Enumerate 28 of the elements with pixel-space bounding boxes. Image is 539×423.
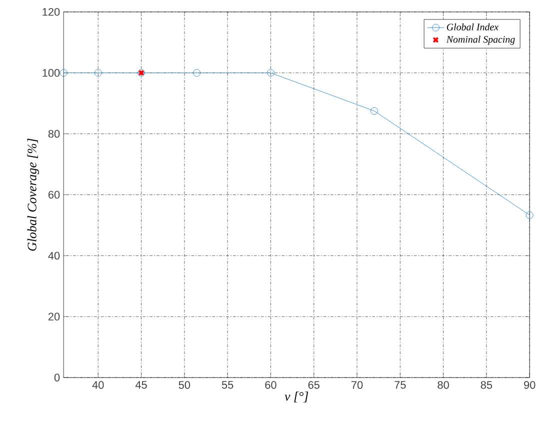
x-tick-label: 70	[351, 380, 363, 389]
x-tick-label: 40	[92, 380, 104, 389]
point	[60, 69, 68, 76]
x-tick-label: 50	[178, 380, 190, 389]
x-tick-label: 85	[480, 380, 492, 389]
y-tick-label: 20	[48, 312, 60, 320]
point	[267, 69, 274, 76]
point	[370, 107, 378, 114]
x-axis-title: ν [°]	[284, 392, 308, 402]
point	[193, 69, 200, 76]
y-tick-label: 40	[48, 252, 60, 260]
x-tick-label: 80	[438, 380, 449, 389]
y-tick-label: 0	[54, 374, 60, 382]
point	[94, 69, 102, 76]
x-tick-label: 60	[265, 380, 276, 389]
y-tick-label: 80	[48, 130, 60, 138]
x-tick-label: 55	[222, 380, 234, 389]
legend-label: Nominal Spacing	[446, 36, 515, 45]
x-tick-label: 90	[524, 380, 536, 389]
y-axis-title: Global Coverage [%]	[27, 138, 39, 251]
y-tick-label: 120	[42, 8, 60, 16]
point	[526, 211, 534, 219]
x-tick-label: 65	[308, 380, 320, 389]
x-tick-label: 75	[394, 380, 406, 389]
x-tick-label: 45	[135, 380, 147, 389]
y-tick-label: 100	[42, 68, 60, 77]
y-tick-label: 60	[48, 190, 60, 198]
legend-label: Global Index	[446, 23, 498, 30]
